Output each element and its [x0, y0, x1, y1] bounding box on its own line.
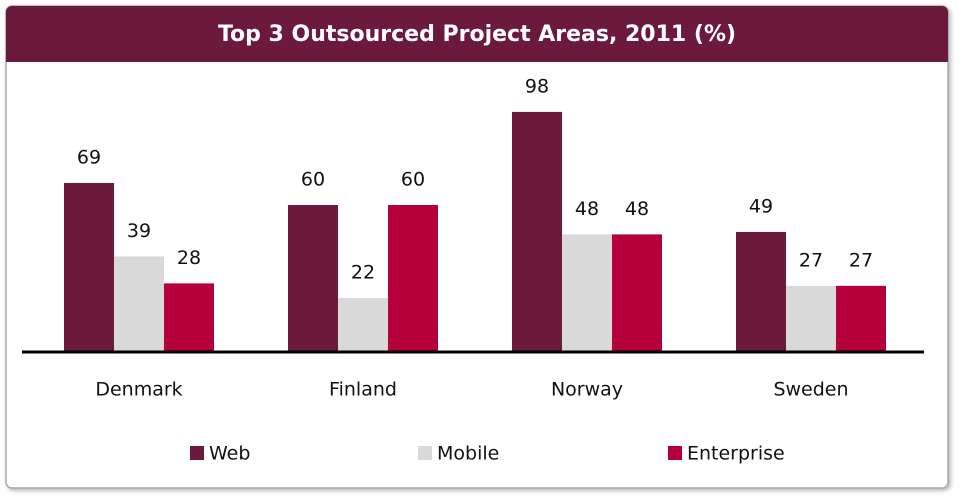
bar: [562, 234, 612, 352]
x-tick-label: Finland: [329, 379, 397, 401]
value-label: 48: [625, 198, 649, 220]
x-tick-label: Norway: [551, 379, 623, 401]
bar: [786, 285, 836, 352]
bar: [512, 111, 562, 353]
value-label: 69: [77, 146, 101, 168]
bar: [114, 256, 164, 352]
legend-swatch: [190, 446, 204, 460]
bar: [164, 283, 214, 352]
value-label: 28: [177, 247, 201, 269]
frame: [5, 5, 949, 489]
bar: [64, 182, 114, 352]
bar: [836, 285, 886, 352]
legend-swatch: [668, 446, 682, 460]
x-tick-label: Sweden: [773, 379, 848, 401]
value-label: 27: [799, 249, 823, 271]
title-bar: [6, 6, 948, 62]
x-tick-label: Denmark: [95, 379, 182, 401]
legend-label: Mobile: [437, 443, 499, 465]
value-label: 49: [749, 195, 773, 217]
bar: [338, 298, 388, 352]
value-label: 39: [127, 220, 151, 242]
bar: [288, 205, 338, 352]
value-label: 22: [351, 262, 375, 284]
chart-title: Top 3 Outsourced Project Areas, 2011 (%): [218, 22, 736, 47]
legend-label: Web: [209, 443, 250, 465]
value-label: 60: [401, 169, 425, 191]
legend-label: Enterprise: [687, 443, 785, 465]
value-label: 48: [575, 198, 599, 220]
value-label: 98: [525, 75, 549, 97]
value-label: 27: [849, 249, 873, 271]
value-label: 60: [301, 169, 325, 191]
bar: [388, 205, 438, 352]
bar: [736, 231, 786, 352]
bar: [612, 234, 662, 352]
legend-swatch: [418, 446, 432, 460]
